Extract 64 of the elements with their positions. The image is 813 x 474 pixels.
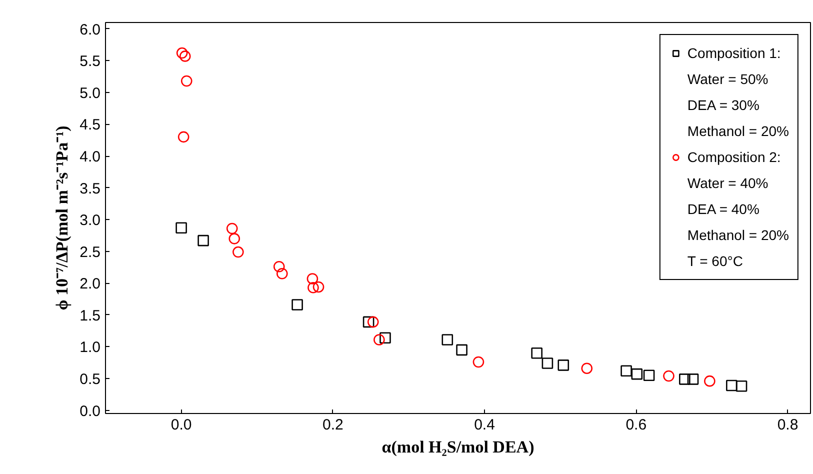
point [679,374,690,385]
annotation: DEA = 40% [687,201,760,217]
point [292,299,303,310]
point [531,347,542,359]
point [179,50,191,62]
annotation: T = 60°C [687,253,743,269]
x-axis-title: α(mol H₂S/mol DEA) [382,438,534,456]
point [306,273,318,284]
point [178,131,190,143]
point [542,358,554,369]
y-tick-label: 3.0 [80,212,101,230]
x-tick-label: 0.8 [777,416,798,434]
point [581,362,593,374]
point [456,344,468,356]
point [228,233,240,244]
annotation: Methanol = 20% [687,123,789,139]
y-tick-label: 5.5 [80,53,101,70]
y-tick-label: 2.0 [80,276,101,293]
point [198,234,209,246]
point [367,316,379,328]
point [374,334,385,346]
y-axis-title: ϕ 10⁻⁷/ΔP(mol m⁻²s⁻¹Pa⁻¹) [52,126,72,310]
point [558,360,570,371]
point [663,370,674,382]
y-tick-label: 0.0 [80,402,101,420]
point [620,365,632,377]
point [232,246,244,258]
annotation: DEA = 30% [687,97,760,113]
x-tick-label: 0.0 [170,416,192,434]
annotation: Water = 40% [687,175,768,191]
point [273,260,285,272]
point [380,332,391,344]
point [472,356,484,368]
x-tick-label: 0.4 [474,416,495,434]
point [308,282,319,294]
y-tick-label: 0.5 [80,371,101,388]
y-tick-label: 4.5 [80,116,101,134]
y-tick-label: 2.5 [80,244,101,261]
point [726,380,738,392]
annotation: Methanol = 20% [687,227,789,243]
point [226,222,238,234]
point [687,374,699,385]
point [631,368,643,380]
annotation: Water = 50% [687,71,768,87]
point [276,268,288,280]
point [362,316,374,328]
legend-label: Composition 2: [687,149,781,165]
x-tick-label: 0.2 [322,416,344,434]
point [312,281,324,293]
x-tick-label: 0.6 [626,416,647,434]
y-tick-label: 5.0 [80,84,101,102]
y-tick-label: 6.0 [80,21,101,38]
point [643,370,655,382]
y-tick-label: 4.0 [80,148,101,166]
point [442,334,454,346]
point [176,47,188,59]
point [736,380,748,392]
point [176,222,187,234]
point [704,375,716,387]
legend-label: Composition 1: [687,45,781,61]
y-tick-label: 1.5 [80,307,101,324]
point [180,75,192,87]
y-tick-label: 3.5 [80,180,101,198]
y-tick-label: 1.0 [80,339,101,356]
